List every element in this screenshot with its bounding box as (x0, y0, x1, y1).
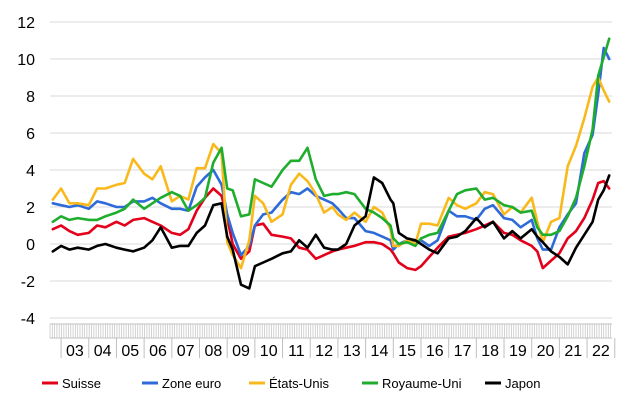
x-tick-label: 15 (398, 343, 416, 360)
x-tick-label: 22 (592, 343, 610, 360)
x-tick-label: 03 (66, 343, 84, 360)
x-axis: 03 04 05 06 07 08 09 10 11 12 13 14 15 16 17 18 19 20 21 22 (49, 323, 616, 360)
y-tick-label: 8 (26, 89, 35, 106)
x-tick-label: 17 (454, 343, 472, 360)
x-tick-label: 10 (260, 343, 278, 360)
x-tick-label: 21 (564, 343, 582, 360)
x-tick-label: 11 (288, 343, 305, 360)
legend-label-suisse: Suisse (62, 376, 101, 391)
x-tick-label: 13 (343, 343, 361, 360)
x-tick-label: 19 (509, 343, 527, 360)
y-tick-label: 12 (17, 15, 35, 32)
x-tick-label: 09 (232, 343, 250, 360)
x-tick-label: 16 (426, 343, 444, 360)
x-tick-label: 18 (481, 343, 499, 360)
y-axis-tick-labels: -4 -2 0 2 4 6 8 10 12 (17, 15, 35, 328)
x-tick-label: 05 (121, 343, 139, 360)
y-tick-label: -2 (21, 274, 35, 291)
gridlines (50, 21, 612, 319)
legend-label-etats-unis: États-Unis (269, 376, 329, 391)
y-tick-label: 4 (26, 163, 35, 180)
x-tick-label: 07 (177, 343, 195, 360)
x-tick-label: 06 (149, 343, 167, 360)
series-lines (51, 37, 611, 290)
x-tick-label: 08 (204, 343, 222, 360)
y-tick-label: 2 (26, 200, 35, 217)
y-tick-label: 0 (26, 237, 35, 254)
legend-label-japon: Japon (505, 376, 540, 391)
y-tick-label: 10 (17, 52, 35, 69)
x-tick-label: 04 (94, 343, 112, 360)
x-tick-label: 14 (371, 343, 389, 360)
legend-label-zone-euro: Zone euro (162, 376, 221, 391)
x-tick-label: 20 (537, 343, 555, 360)
series-line-royaume-uni (51, 37, 611, 248)
legend: Suisse Zone euro États-Unis Royaume-Uni Japo… (42, 376, 540, 391)
series-line-etats-unis (51, 76, 611, 270)
series-line-japon (51, 174, 611, 290)
legend-label-royaume-uni: Royaume-Uni (382, 376, 462, 391)
y-tick-label: -4 (21, 311, 35, 328)
x-tick-label: 12 (315, 343, 333, 360)
series-line-zone-euro (51, 46, 611, 257)
y-tick-label: 6 (26, 126, 35, 143)
